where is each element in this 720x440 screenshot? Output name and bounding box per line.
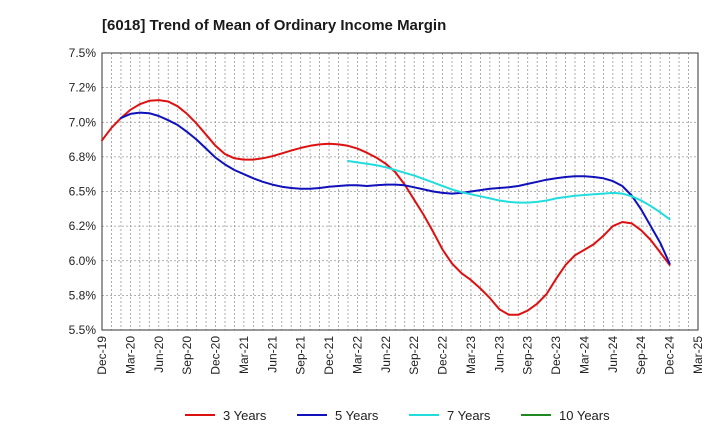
x-tick-label: Dec-23 [549,336,563,375]
y-tick-label: 6.8% [69,150,97,164]
legend-label-10-years: 10 Years [559,408,610,423]
y-tick-label: 5.5% [69,323,97,337]
x-tick-label: Jun-22 [379,336,393,373]
series-line-3-years [101,99,671,316]
legend-label-7-years: 7 Years [447,408,491,423]
x-tick-label: Dec-22 [436,336,450,375]
x-tick-label: Sep-24 [634,336,648,375]
x-tick-label: Mar-22 [350,336,364,374]
x-tick-label: Dec-19 [95,336,109,375]
y-tick-label: 6.2% [69,219,97,233]
x-tick-label: Mar-24 [577,336,591,374]
y-tick-label: 6.5% [69,185,97,199]
x-tick-label: Mar-25 [691,336,705,374]
x-tick-label: Sep-20 [180,336,194,375]
x-tick-label: Sep-21 [294,336,308,375]
plot-area: 5.5% 5.8% 6.0% 6.2% 6.5% 6.8% 7.0% 7.2% 7.5% Dec-… [69,46,705,375]
y-tick-label: 7.0% [69,115,97,129]
y-tick-label: 7.2% [69,81,97,95]
legend-label-5-years: 5 Years [335,408,379,423]
y-tick-label: 7.5% [69,46,97,60]
x-tick-label: Jun-24 [606,336,620,373]
x-tick-label: Mar-23 [464,336,478,374]
legend-label-3-years: 3 Years [223,408,267,423]
y-tick-label: 6.0% [69,254,97,268]
x-tick-label: Mar-21 [237,336,251,374]
x-tick-label: Mar-20 [123,336,137,374]
x-tick-label: Jun-21 [265,336,279,373]
x-tick-label: Dec-24 [663,336,677,375]
y-tick-label: 5.8% [69,288,97,302]
series-line-5-years [119,111,671,265]
x-tick-label: Dec-21 [322,336,336,375]
x-tick-label: Jun-20 [152,336,166,373]
x-tick-label: Sep-22 [407,336,421,375]
plot-border [101,52,699,331]
x-tick-label: Dec-20 [209,336,223,375]
legend: 3 Years 5 Years 7 Years 10 Years [185,408,610,423]
series-line-7-years [347,160,671,221]
chart-title: [6018] Trend of Mean of Ordinary Income … [102,17,446,34]
x-tick-label: Sep-23 [521,336,535,375]
x-tick-label: Jun-23 [492,336,506,373]
